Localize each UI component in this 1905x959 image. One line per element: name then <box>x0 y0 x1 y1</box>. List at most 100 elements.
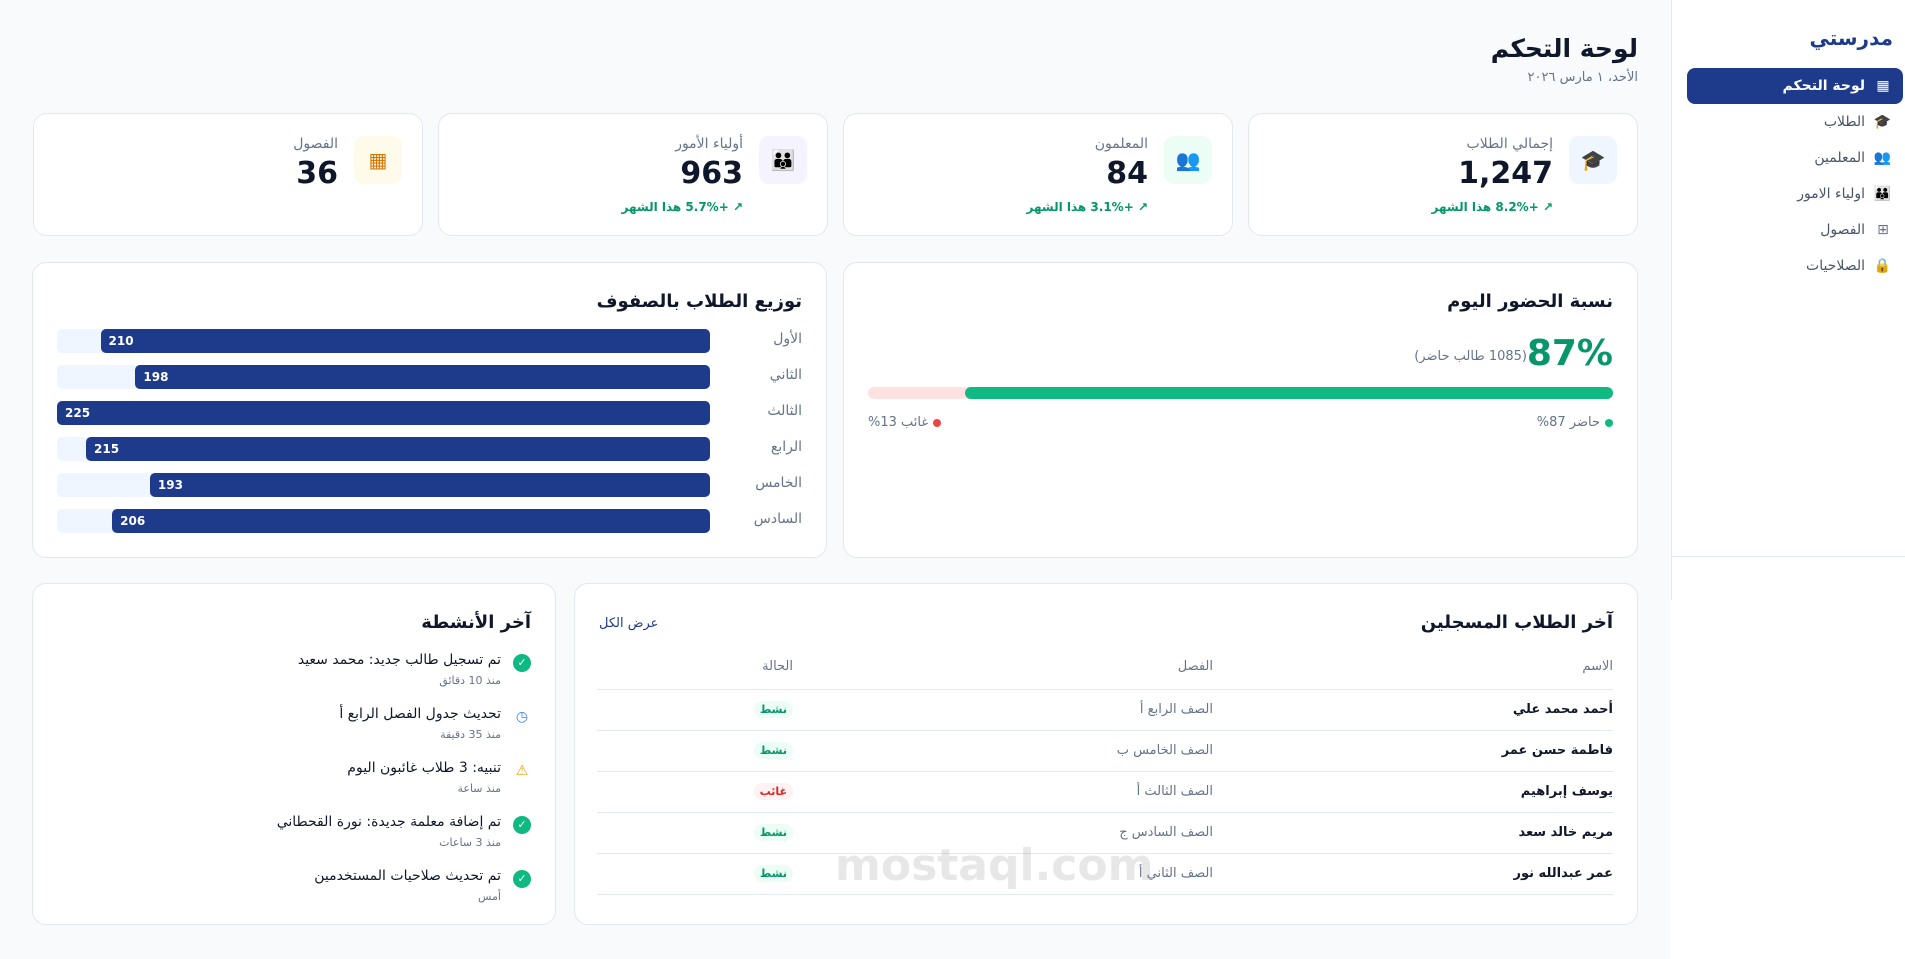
activity-time: منذ 10 دقائق <box>439 674 501 687</box>
bar-label: الأول <box>773 331 802 347</box>
brand-logo: مدرستي <box>1809 26 1893 50</box>
recent-students-card: آخر الطلاب المسجلين عرض الكل الاسم الفصل… <box>574 583 1638 925</box>
users-icon: 👥 <box>1164 136 1212 184</box>
users-group-icon: 👪 <box>1873 186 1891 202</box>
status-badge: نشط <box>753 824 793 841</box>
activity-text: تم تسجيل طالب جديد: محمد سعيد <box>297 652 501 668</box>
warning-icon: ⚠ <box>515 763 529 779</box>
sidebar-item-0[interactable]: ▦ لوحة التحكم <box>1687 68 1903 104</box>
bar: 193 <box>149 473 710 497</box>
sidebar-item-5[interactable]: 🔒 الصلاحيات <box>1687 248 1903 284</box>
bar-value: 215 <box>94 442 120 456</box>
stat-label: أولياء الأمور <box>675 136 743 152</box>
sidebar-item-4[interactable]: ⊞ الفصول <box>1687 212 1903 248</box>
bar-track: 193 <box>57 473 710 497</box>
bar-label: الثالث <box>767 403 802 419</box>
legend-present: حاضر 87% <box>1537 415 1613 430</box>
student-class: الصف الخامس ب <box>793 730 1213 772</box>
activity-text: تم تحديث صلاحيات المستخدمين <box>314 868 501 884</box>
status-badge: نشط <box>753 742 793 759</box>
table-row[interactable]: يوسف إبراهيم الصف الثالث أ غائب <box>597 771 1613 813</box>
bar-track: 225 <box>57 401 710 425</box>
stat-card: 🎓 إجمالي الطلاب 1,247 ↗ +8.2% هذا الشهر <box>1248 113 1638 236</box>
bar: 206 <box>112 509 710 533</box>
absent-dot-icon <box>933 418 942 427</box>
stat-trend-label: +5.7% هذا الشهر <box>621 200 729 214</box>
table-row[interactable]: مريم خالد سعد الصف السادس ج نشط <box>597 812 1613 854</box>
activity-item: ✓ تم إضافة معلمة جديدة: نورة القحطاني من… <box>57 814 531 858</box>
student-name: يوسف إبراهيم <box>1213 771 1613 813</box>
sidebar-item-1[interactable]: 🎓 الطلاب <box>1687 104 1903 140</box>
activity-text: تنبيه: 3 طلاب غائبون اليوم <box>347 760 501 776</box>
check-circle-icon: ✓ <box>513 870 531 888</box>
stat-trend-label: +3.1% هذا الشهر <box>1026 200 1134 214</box>
sidebar-item-label: الصلاحيات <box>1806 258 1865 274</box>
stat-value: 1,247 <box>1458 156 1553 191</box>
bar-row: الأول 210 <box>57 329 802 353</box>
clock-icon: ◷ <box>515 709 529 725</box>
student-class: الصف السادس ج <box>793 812 1213 854</box>
bar-value: 198 <box>143 370 169 384</box>
stat-trend: ↗ +8.2% هذا الشهر <box>1431 200 1553 214</box>
bar: 225 <box>57 401 710 425</box>
lock-icon: 🔒 <box>1873 258 1891 274</box>
users-icon: 👥 <box>1873 150 1891 166</box>
chart-title: توزيع الطلاب بالصفوف <box>596 291 802 312</box>
stat-value: 36 <box>296 156 338 191</box>
sidebar-item-label: الفصول <box>1820 222 1865 238</box>
watermark: mostaql.com <box>835 840 1154 891</box>
stat-trend: ↗ +3.1% هذا الشهر <box>1026 200 1148 214</box>
trend-up-icon: ↗ <box>728 200 743 214</box>
sidebar-item-label: الطلاب <box>1823 114 1865 130</box>
activity-title: آخر الأنشطة <box>421 612 531 633</box>
view-all-link[interactable]: عرض الكل <box>599 616 659 631</box>
bar: 210 <box>100 329 710 353</box>
page-date: الأحد، ١ مارس ٢٠٢٦ <box>1527 70 1638 85</box>
grade-distribution-card: توزيع الطلاب بالصفوف الأول 210 الثاني 19… <box>32 262 827 558</box>
bar-value: 225 <box>65 406 91 420</box>
student-name: عمر عبدالله نور <box>1213 853 1613 895</box>
grid-icon: ▦ <box>354 136 402 184</box>
dashboard-icon: ▦ <box>1876 78 1890 94</box>
status-badge: غائب <box>753 783 793 800</box>
stat-card: 👥 المعلمون 84 ↗ +3.1% هذا الشهر <box>843 113 1233 236</box>
check-circle-icon: ✓ <box>513 816 531 834</box>
student-name: أحمد محمد علي <box>1213 689 1613 731</box>
sidebar: مدرستي ▦ لوحة التحكم 🎓 الطلاب 👥 المعلمين 👪 اولي… <box>1671 0 1905 959</box>
col-status: الحالة <box>597 644 793 690</box>
legend-absent: غائب 13% <box>868 415 942 430</box>
bar-track: 215 <box>57 437 710 461</box>
stat-value: 963 <box>680 156 743 191</box>
table-row[interactable]: عمر عبدالله نور الصف الثاني أ نشط <box>597 853 1613 895</box>
bar-row: السادس 206 <box>57 509 802 533</box>
sidebar-item-3[interactable]: 👪 اولياء الامور <box>1687 176 1903 212</box>
student-class: الصف الثالث أ <box>793 771 1213 813</box>
sidebar-item-label: المعلمين <box>1814 150 1865 166</box>
sidebar-nav: ▦ لوحة التحكم 🎓 الطلاب 👥 المعلمين 👪 اولياء الام… <box>1687 68 1903 284</box>
attendance-progress <box>868 387 1613 399</box>
col-name: الاسم <box>1213 644 1613 690</box>
bar-row: الثاني 198 <box>57 365 802 389</box>
attendance-progress-fill <box>964 387 1613 399</box>
activity-text: تحديث جدول الفصل الرابع أ <box>339 706 501 722</box>
students-table: الاسم الفصل الحالة أحمد محمد علي الصف ال… <box>597 644 1613 895</box>
legend-absent-label: غائب 13% <box>868 415 929 430</box>
table-row[interactable]: أحمد محمد علي الصف الرابع أ نشط <box>597 689 1613 731</box>
activity-text: تم إضافة معلمة جديدة: نورة القحطاني <box>276 814 501 830</box>
student-name: فاطمة حسن عمر <box>1213 730 1613 772</box>
users-group-icon: 👪 <box>759 136 807 184</box>
student-name: مريم خالد سعد <box>1213 812 1613 854</box>
attendance-percent: 87% <box>1526 333 1613 374</box>
trend-up-icon: ↗ <box>1133 200 1148 214</box>
activity-time: منذ 3 ساعات <box>439 836 501 849</box>
bar: 198 <box>135 365 710 389</box>
activity-item: ✓ تم تسجيل طالب جديد: محمد سعيد منذ 10 د… <box>57 652 531 696</box>
status-badge: نشط <box>753 865 793 882</box>
stat-card: ▦ الفصول 36 <box>33 113 423 236</box>
table-row[interactable]: فاطمة حسن عمر الصف الخامس ب نشط <box>597 730 1613 772</box>
attendance-title: نسبة الحضور اليوم <box>1447 291 1613 312</box>
stat-label: المعلمون <box>1094 136 1148 152</box>
graduation-cap-icon: 🎓 <box>1873 114 1891 130</box>
present-dot-icon <box>1605 418 1613 427</box>
sidebar-item-2[interactable]: 👥 المعلمين <box>1687 140 1903 176</box>
